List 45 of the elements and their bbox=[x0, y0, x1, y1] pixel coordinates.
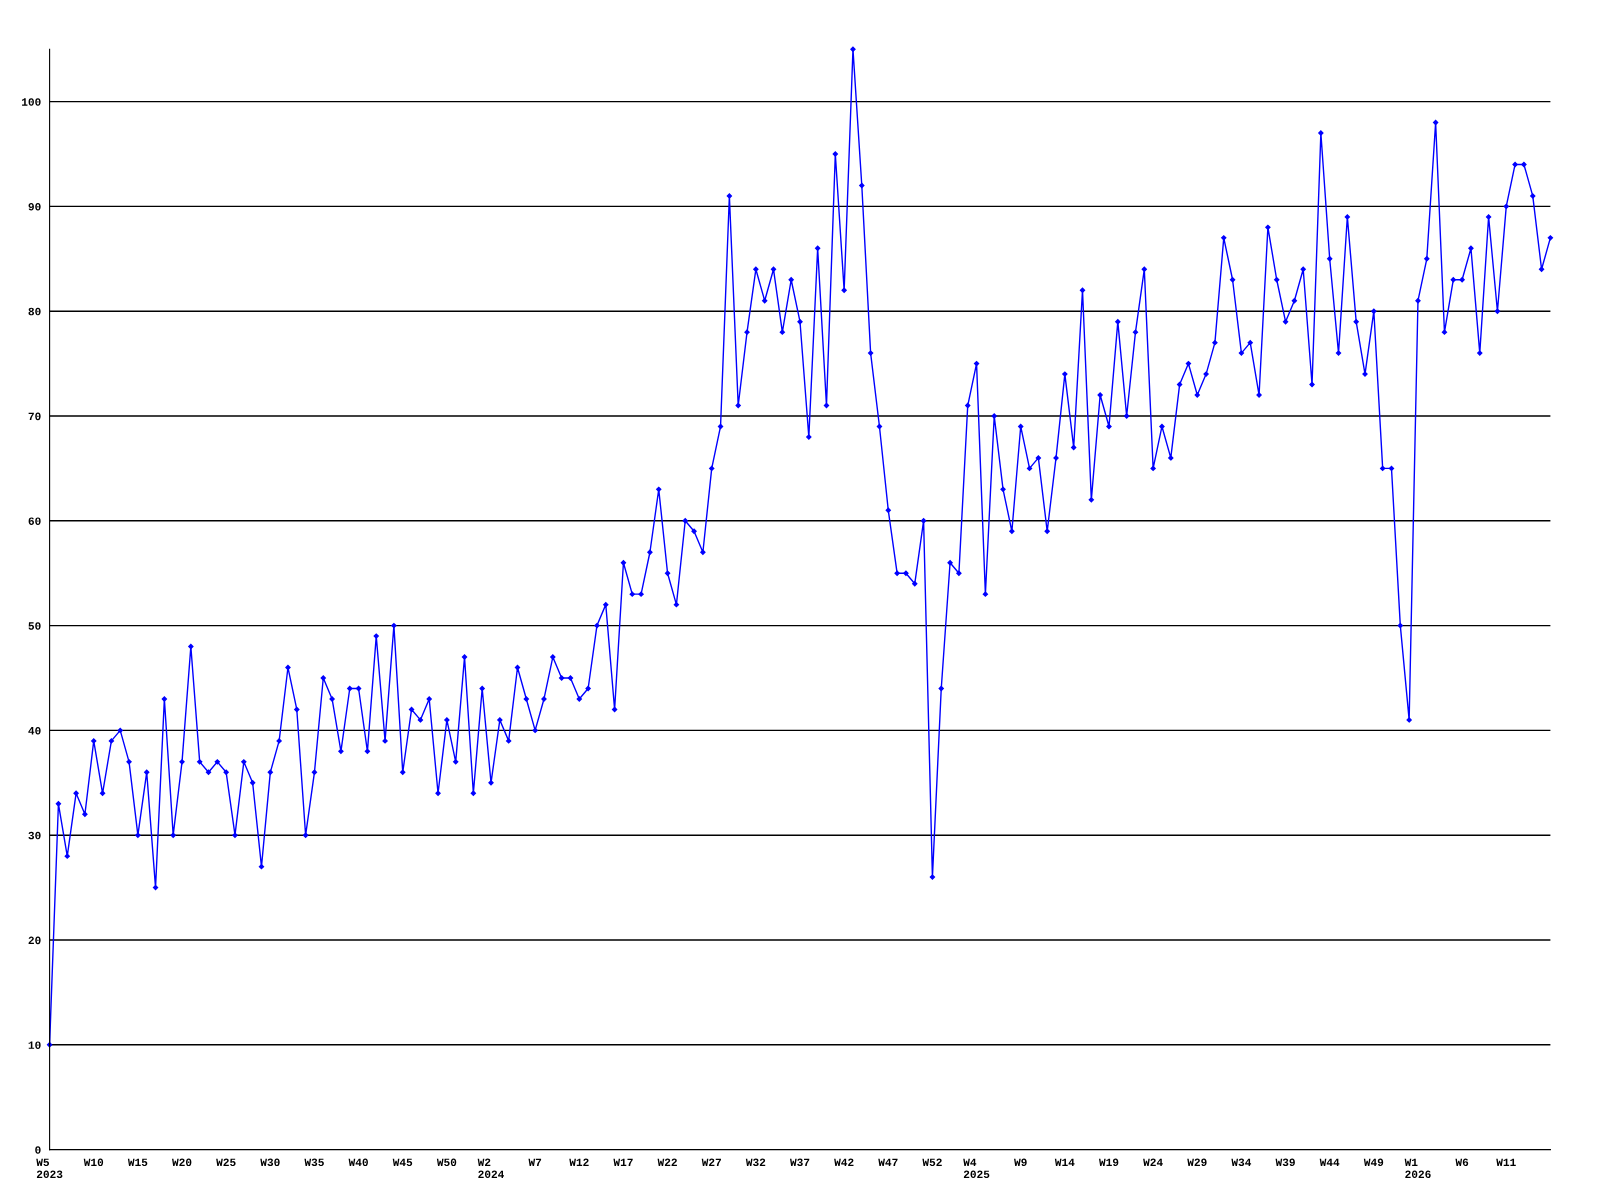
x-tick-label: W9 bbox=[1014, 1158, 1027, 1167]
x-tick-label: W7 bbox=[528, 1158, 542, 1166]
x-tick-label: W29 bbox=[1187, 1158, 1207, 1167]
y-tick-label: 80 bbox=[28, 307, 41, 316]
y-tick-label: 70 bbox=[28, 412, 41, 421]
y-tick-label: 90 bbox=[28, 202, 41, 211]
x-tick-label: W39 bbox=[1275, 1158, 1295, 1167]
x-tick-label: W27 bbox=[701, 1158, 721, 1166]
x-tick-label: W6 bbox=[1455, 1158, 1469, 1167]
x-tick-label: W47 bbox=[878, 1158, 898, 1166]
x-tick-label: W44 bbox=[1319, 1158, 1340, 1166]
y-tick-label: 40 bbox=[28, 726, 41, 735]
x-tick-label: W15 bbox=[127, 1158, 148, 1167]
x-tick-label: W14 bbox=[1054, 1158, 1075, 1166]
x-tick-label: W45 bbox=[392, 1158, 413, 1167]
y-tick-label: 50 bbox=[28, 622, 41, 630]
x-tick-label: W22 bbox=[657, 1158, 677, 1166]
x-tick-label: W42 bbox=[834, 1158, 854, 1166]
x-tick-label: W25 bbox=[216, 1158, 236, 1167]
y-tick-label: 60 bbox=[28, 517, 41, 525]
y-tick-label: 10 bbox=[28, 1041, 41, 1049]
x-tick-label: W24 bbox=[1143, 1158, 1163, 1166]
x-tick-label: W11 bbox=[1496, 1158, 1516, 1166]
x-tick-label: W10 bbox=[83, 1158, 104, 1167]
x-tick-label: W40 bbox=[348, 1158, 368, 1167]
y-tick-label: 30 bbox=[28, 831, 41, 840]
x-tick-label: W50 bbox=[436, 1158, 457, 1167]
x-tick-label: W30 bbox=[260, 1158, 280, 1167]
x-tick-label: W1 2026 bbox=[1404, 1158, 1431, 1179]
x-tick-label: W34 bbox=[1231, 1158, 1252, 1167]
x-tick-label: W49 bbox=[1363, 1158, 1384, 1167]
x-tick-label: W52 bbox=[922, 1158, 942, 1167]
x-tick-label: W5 2023 bbox=[36, 1158, 63, 1179]
x-tick-label: W19 bbox=[1098, 1158, 1119, 1167]
y-tick-label: 20 bbox=[28, 936, 41, 945]
x-tick-label: W20 bbox=[172, 1158, 192, 1167]
x-tick-label: W32 bbox=[745, 1158, 766, 1167]
y-tick-label: 0 bbox=[35, 1146, 41, 1154]
x-tick-label: W12 bbox=[569, 1158, 589, 1166]
x-tick-label: W35 bbox=[304, 1158, 324, 1167]
x-tick-label: W17 bbox=[613, 1158, 633, 1166]
x-tick-label: W4 2025 bbox=[963, 1158, 990, 1179]
x-tick-label: W2 2024 bbox=[477, 1158, 505, 1179]
x-tick-label: W37 bbox=[790, 1158, 810, 1167]
y-tick-label: 100 bbox=[22, 98, 41, 106]
